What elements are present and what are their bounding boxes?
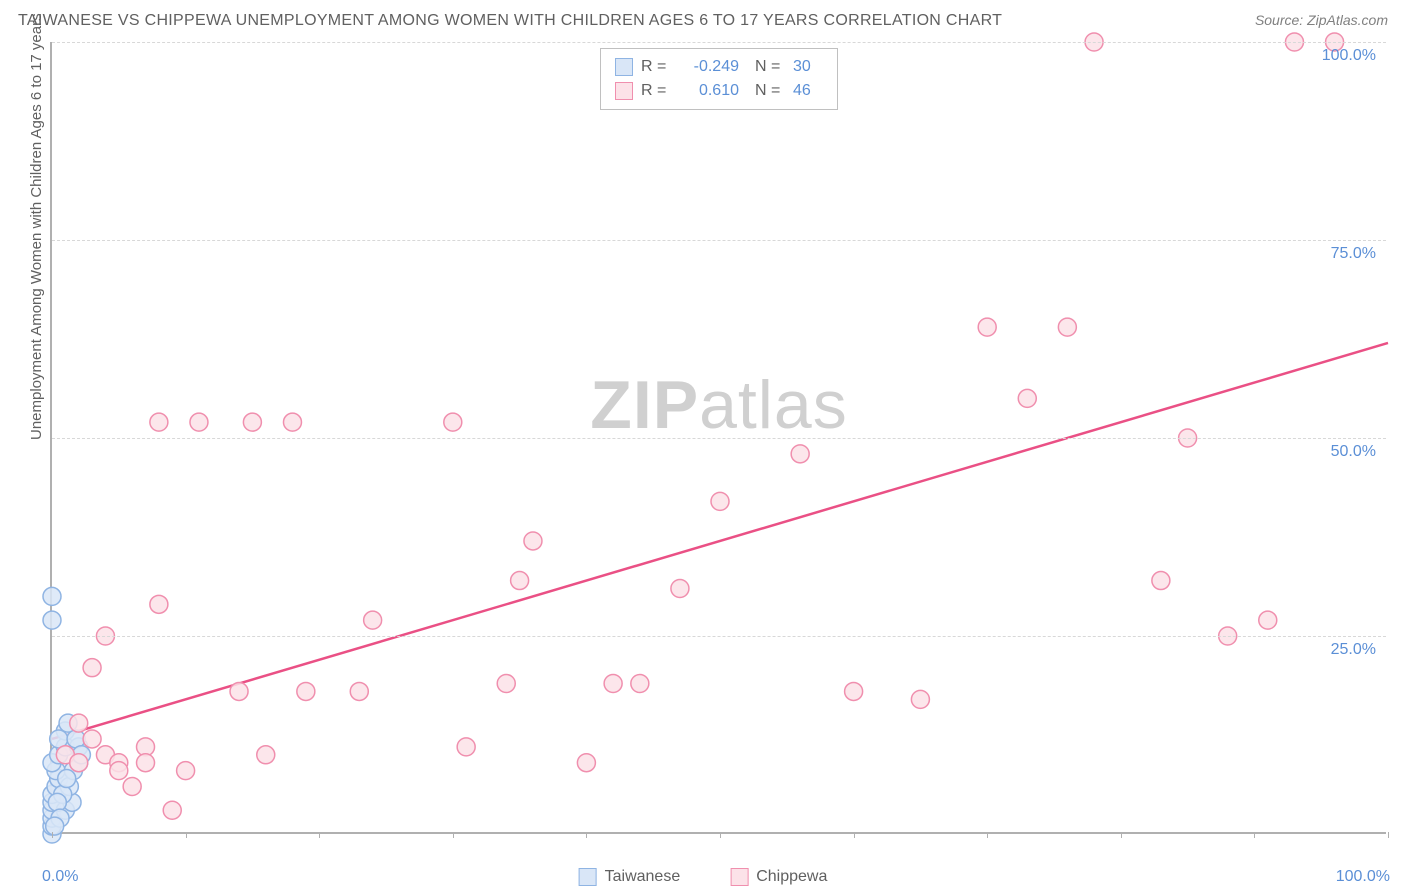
data-point xyxy=(1058,318,1076,336)
legend-label-taiwanese: Taiwanese xyxy=(605,868,681,886)
swatch-chippewa xyxy=(615,82,633,100)
data-point xyxy=(43,611,61,629)
y-tick-label: 75.0% xyxy=(1331,245,1376,263)
data-point xyxy=(524,532,542,550)
data-point xyxy=(43,587,61,605)
x-min-label: 0.0% xyxy=(42,868,78,886)
gridline xyxy=(52,42,1386,43)
swatch-taiwanese xyxy=(615,58,633,76)
gridline xyxy=(52,438,1386,439)
plot-area: ZIPatlas R = -0.249 N = 30 R = 0.610 N =… xyxy=(50,42,1386,834)
data-point xyxy=(190,413,208,431)
data-point xyxy=(150,595,168,613)
data-point xyxy=(791,445,809,463)
x-tick xyxy=(854,832,855,838)
n-value-taiwanese: 30 xyxy=(793,55,823,79)
n-value-chippewa: 46 xyxy=(793,79,823,103)
x-max-label: 100.0% xyxy=(1336,868,1390,886)
data-point xyxy=(711,492,729,510)
x-tick xyxy=(720,832,721,838)
data-point xyxy=(83,730,101,748)
legend-label-chippewa: Chippewa xyxy=(756,868,827,886)
data-point xyxy=(230,682,248,700)
data-point xyxy=(123,777,141,795)
data-point xyxy=(163,801,181,819)
n-label: N = xyxy=(755,55,785,79)
legend-row-chippewa: R = 0.610 N = 46 xyxy=(615,79,823,103)
data-point xyxy=(48,793,66,811)
legend-correlation-box: R = -0.249 N = 30 R = 0.610 N = 46 xyxy=(600,48,838,110)
x-tick xyxy=(319,832,320,838)
x-tick xyxy=(1254,832,1255,838)
r-value-chippewa: 0.610 xyxy=(679,79,739,103)
data-point xyxy=(1018,389,1036,407)
data-point xyxy=(350,682,368,700)
data-point xyxy=(177,762,195,780)
x-tick xyxy=(52,832,53,838)
data-point xyxy=(444,413,462,431)
y-tick-label: 25.0% xyxy=(1331,641,1376,659)
x-tick xyxy=(453,832,454,838)
y-axis-label: Unemployment Among Women with Children A… xyxy=(28,13,45,440)
gridline xyxy=(52,636,1386,637)
legend-series: Taiwanese Chippewa xyxy=(579,868,828,886)
data-point xyxy=(70,754,88,772)
data-point xyxy=(257,746,275,764)
r-label: R = xyxy=(641,55,671,79)
x-tick xyxy=(1121,832,1122,838)
data-point xyxy=(457,738,475,756)
data-point xyxy=(58,770,76,788)
data-point xyxy=(845,682,863,700)
data-point xyxy=(978,318,996,336)
data-point xyxy=(1259,611,1277,629)
x-tick xyxy=(987,832,988,838)
source-label: Source: xyxy=(1255,12,1307,28)
swatch-taiwanese xyxy=(579,868,597,886)
y-tick-label: 100.0% xyxy=(1322,47,1376,65)
data-point xyxy=(604,675,622,693)
legend-row-taiwanese: R = -0.249 N = 30 xyxy=(615,55,823,79)
data-point xyxy=(577,754,595,772)
source-attribution: Source: ZipAtlas.com xyxy=(1255,12,1388,28)
data-point xyxy=(283,413,301,431)
y-tick-label: 50.0% xyxy=(1331,443,1376,461)
chart-title: TAIWANESE VS CHIPPEWA UNEMPLOYMENT AMONG… xyxy=(18,12,1002,30)
x-tick xyxy=(1388,832,1389,838)
data-point xyxy=(83,659,101,677)
x-tick xyxy=(586,832,587,838)
x-tick xyxy=(186,832,187,838)
data-point xyxy=(137,754,155,772)
chart-svg xyxy=(52,42,1386,832)
data-point xyxy=(46,817,64,835)
data-point xyxy=(243,413,261,431)
legend-item-taiwanese: Taiwanese xyxy=(579,868,681,886)
source-name: ZipAtlas.com xyxy=(1307,12,1388,28)
data-point xyxy=(911,690,929,708)
data-point xyxy=(497,675,515,693)
data-point xyxy=(110,762,128,780)
swatch-chippewa xyxy=(730,868,748,886)
data-point xyxy=(511,572,529,590)
r-value-taiwanese: -0.249 xyxy=(679,55,739,79)
gridline xyxy=(52,240,1386,241)
data-point xyxy=(70,714,88,732)
data-point xyxy=(364,611,382,629)
data-point xyxy=(671,579,689,597)
data-point xyxy=(150,413,168,431)
n-label: N = xyxy=(755,79,785,103)
legend-item-chippewa: Chippewa xyxy=(730,868,827,886)
r-label: R = xyxy=(641,79,671,103)
data-point xyxy=(631,675,649,693)
data-point xyxy=(297,682,315,700)
data-point xyxy=(1152,572,1170,590)
regression-line-chippewa xyxy=(52,343,1388,739)
